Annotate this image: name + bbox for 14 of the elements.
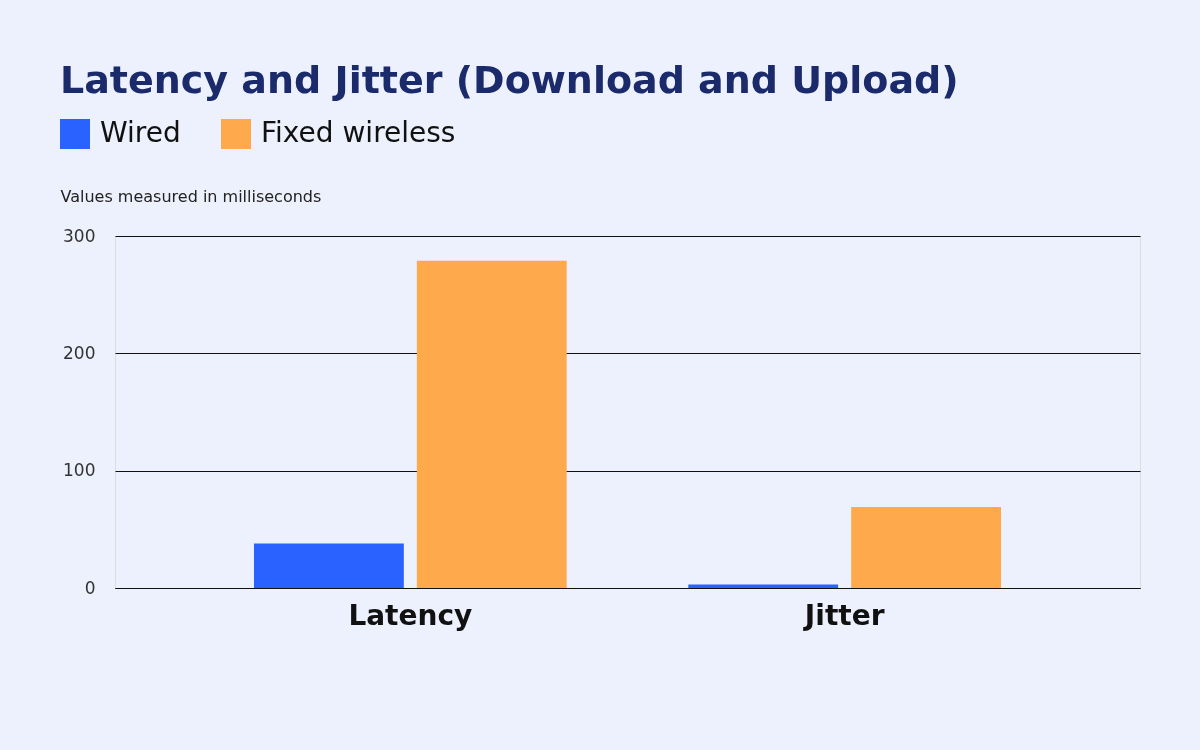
x-tick-label: Jitter — [802, 598, 885, 632]
bar — [851, 507, 1002, 588]
legend-label: Wired — [100, 116, 181, 149]
x-tick-label: Latency — [348, 598, 473, 632]
y-tick-label: 200 — [63, 342, 96, 363]
chart-title: Latency and Jitter (Download and Upload) — [60, 58, 959, 102]
y-tick-label: 100 — [63, 460, 96, 481]
y-tick-label: 300 — [63, 225, 96, 246]
bar — [416, 260, 567, 588]
y-axis-title: Values measured in milliseconds — [60, 186, 322, 206]
bar — [253, 543, 404, 588]
y-tick-label: 0 — [84, 577, 96, 598]
legend-label: Fixed wireless — [261, 116, 456, 149]
bar — [688, 584, 839, 588]
